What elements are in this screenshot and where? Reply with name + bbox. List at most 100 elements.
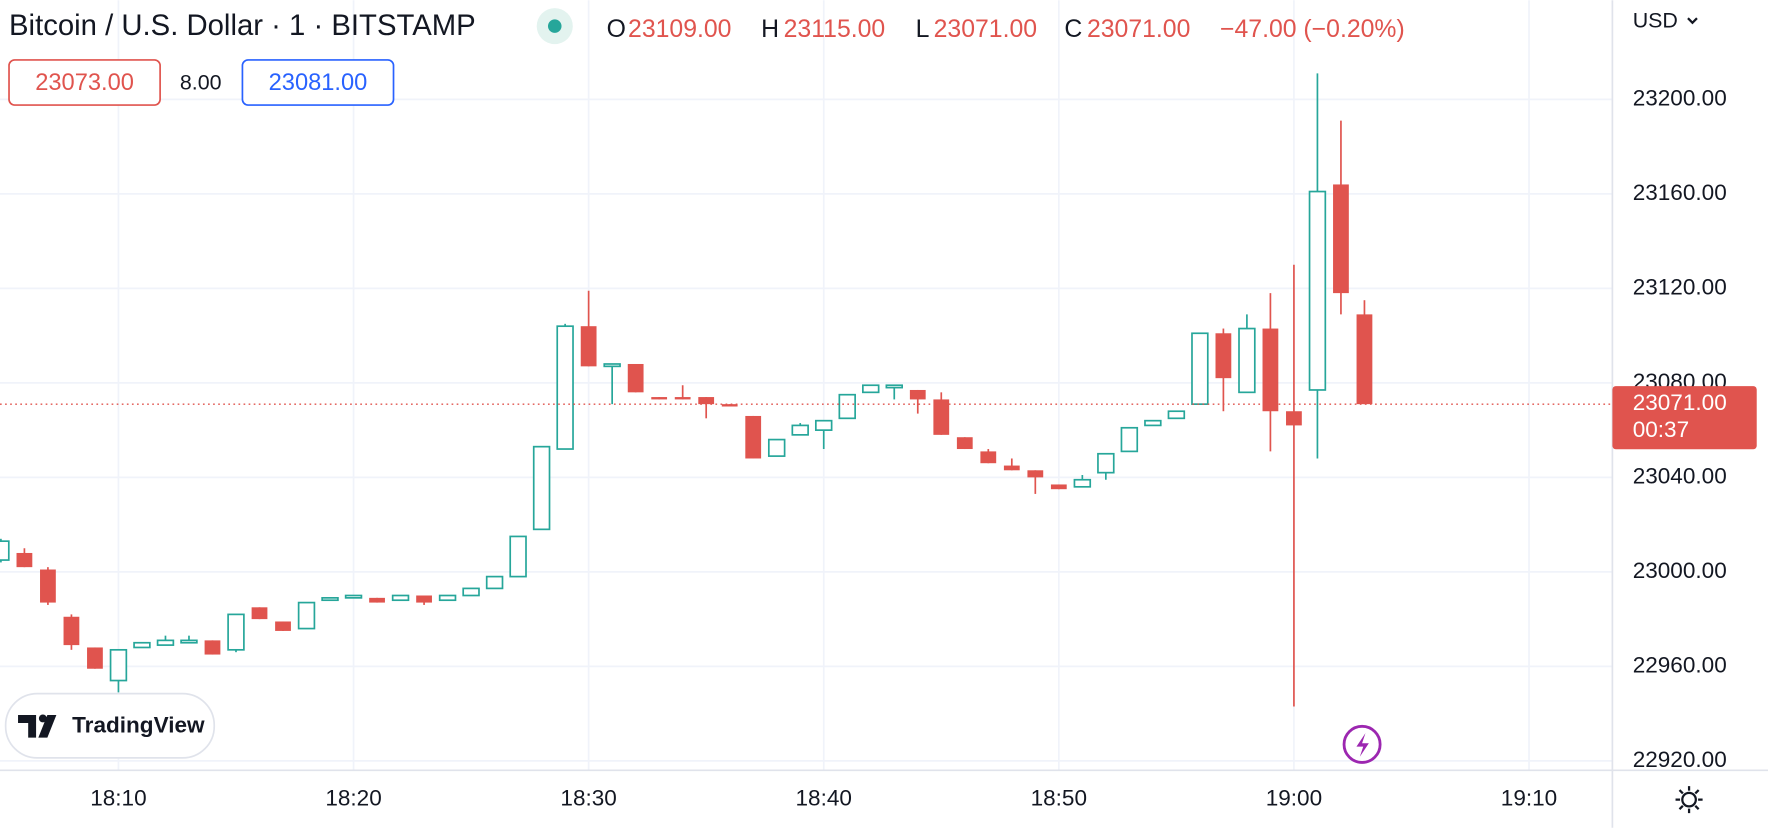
overlay: 22920.0022960.0023000.0023040.0023080.00…: [0, 85, 1757, 811]
gear-ring[interactable]: [1681, 791, 1697, 808]
x-tick-label: 18:50: [1031, 786, 1087, 811]
ohlc-value: 23115.00: [784, 16, 886, 43]
candle-body: [1356, 314, 1373, 405]
candle-body: [251, 607, 268, 620]
currency-chevron[interactable]: [1687, 17, 1698, 25]
candle-body: [63, 616, 80, 646]
candle-body: [1238, 327, 1256, 394]
candle-body: [603, 363, 621, 368]
candle-body: [767, 438, 786, 457]
candle-body: [532, 445, 551, 531]
candle-body: [156, 639, 175, 646]
ohlc-key: H: [761, 16, 779, 43]
ohlc-value: 23071.00: [934, 16, 1037, 43]
sell-price[interactable]: 23073.00: [35, 70, 134, 96]
candle-body: [275, 621, 291, 631]
candle-body: [862, 384, 880, 394]
y-tick-label: 23040.00: [1633, 463, 1727, 488]
sell-button[interactable]: [8, 59, 161, 106]
candle-body: [438, 594, 457, 602]
candle-body: [1073, 478, 1092, 488]
candle-body: [1027, 470, 1044, 478]
candle-body: [556, 325, 574, 450]
candle-body: [109, 648, 128, 682]
candle-body: [16, 552, 33, 568]
ohlc-value: 23071.00: [1087, 16, 1190, 43]
candle-body: [509, 535, 527, 578]
settings-button[interactable]: [1675, 786, 1703, 814]
candle-body: [416, 595, 432, 603]
candle-body: [227, 613, 245, 651]
candle-body: [180, 639, 198, 644]
brand-logo-dot[interactable]: [38, 714, 47, 723]
market-status-dot[interactable]: [547, 19, 562, 33]
spread: 8.00: [180, 70, 222, 94]
price-change: −47.00 (−0.20%): [1220, 16, 1405, 43]
y-tick-label: 23160.00: [1633, 180, 1727, 205]
candle-body: [1050, 484, 1067, 490]
ohlc-value: 23109.00: [628, 16, 731, 43]
brand-name[interactable]: TradingView: [72, 712, 205, 737]
candle-body: [1308, 190, 1327, 391]
candle-body: [580, 326, 597, 367]
y-tick-label: 23120.00: [1633, 274, 1727, 299]
candle-body: [1167, 410, 1186, 420]
candle-body: [87, 647, 103, 669]
candle-body: [838, 393, 856, 420]
candle-body: [321, 597, 339, 602]
bar-countdown: 00:37: [1633, 417, 1689, 442]
candle-body: [721, 404, 738, 407]
candle-body: [1003, 465, 1020, 471]
x-tick-label: 18:20: [325, 786, 381, 811]
news-icon[interactable]: [1356, 733, 1369, 757]
ohlc-key: L: [916, 16, 930, 43]
candle-body: [1191, 332, 1209, 405]
x-tick-label: 19:00: [1266, 786, 1322, 811]
x-tick-label: 18:40: [796, 786, 852, 811]
symbol-title[interactable]: Bitcoin / U.S. Dollar · 1 · BITSTAMP: [9, 9, 476, 42]
candle-body: [885, 384, 903, 389]
candle-body: [745, 415, 762, 459]
candle-body: [40, 569, 56, 603]
candle-body: [133, 641, 151, 649]
brand-logo[interactable]: [18, 715, 57, 738]
candle-body: [462, 587, 480, 597]
candle-body: [369, 597, 385, 603]
candle-body: [698, 397, 715, 405]
candle-body: [980, 451, 997, 464]
candle-body: [391, 594, 410, 602]
candle-body: [933, 399, 950, 435]
gear-teeth[interactable]: [1675, 786, 1703, 814]
candle-body: [1144, 419, 1162, 427]
candle-body: [956, 437, 973, 450]
y-tick-label: 22920.00: [1633, 747, 1727, 772]
ohlc-legend: O 23109.00 H 23115.00 L 23071.00 C 23071…: [607, 16, 1405, 43]
ohlc-key: O: [607, 16, 626, 43]
y-tick-label: 23200.00: [1633, 85, 1727, 110]
candle-body: [1120, 426, 1139, 453]
currency-selector[interactable]: USD: [1633, 8, 1678, 32]
ohlc-key: C: [1064, 16, 1082, 43]
x-tick-label: 18:10: [90, 786, 146, 811]
brand-badge[interactable]: [4, 692, 216, 759]
x-tick-label: 18:30: [560, 786, 616, 811]
candle-body: [791, 424, 809, 436]
candle-body: [297, 601, 316, 630]
candle-body: [627, 363, 644, 393]
candle-body: [204, 640, 221, 655]
buy-button[interactable]: [241, 59, 395, 106]
candle-body: [1262, 328, 1279, 412]
candles: [0, 73, 1373, 707]
candle-body: [814, 419, 833, 431]
x-tick-label: 19:10: [1501, 786, 1557, 811]
candle-body: [1097, 452, 1115, 474]
candle-body: [1286, 411, 1302, 426]
last-price-tag: [1612, 386, 1757, 450]
y-tick-label: 23000.00: [1633, 558, 1727, 583]
candle-body: [674, 397, 691, 400]
candle-body: [1215, 333, 1232, 379]
buy-price[interactable]: 23081.00: [269, 70, 368, 96]
candle-body: [1333, 184, 1349, 294]
